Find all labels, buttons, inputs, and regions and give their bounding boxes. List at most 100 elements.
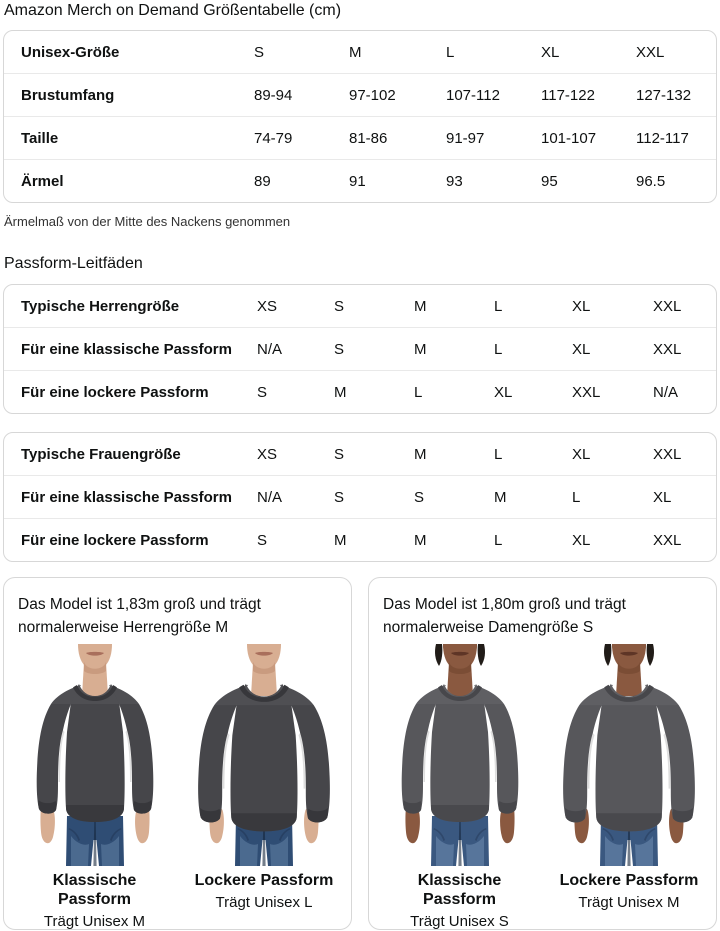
size-cell: 127-132 [636,73,716,116]
size-cell: 97-102 [349,73,446,116]
size-cell: 96.5 [636,159,716,202]
size-cell: M [334,370,414,413]
size-cell: XXL [653,518,716,561]
wears-label: Trägt Unisex L [215,894,313,911]
size-chart-page: Amazon Merch on Demand Größentabelle (cm… [3,1,717,930]
size-cell: S [334,297,345,315]
row-label: Typische Frauengröße [21,445,181,463]
sleeve-measure-note: Ärmelmaß von der Mitte des Nackens genom… [4,214,291,229]
size-cell: XXL [653,327,716,370]
row-label: Für eine lockere Passform [4,518,257,561]
size-cell: L [446,43,455,61]
model-card-female: Das Model ist 1,80m groß und trägt norma… [368,577,717,930]
row-label: Für eine lockere Passform [4,370,257,413]
figure-classic-fit: Klassische Passform Trägt Unisex M [18,644,171,931]
page-title: Amazon Merch on Demand Größentabelle (cm… [4,2,342,19]
table-row: Für eine lockere Passform S M L XL XXL N… [4,370,716,413]
size-cell: M [349,43,362,61]
size-cell: N/A [257,327,334,370]
fit-guides-heading: Passform-Leitfäden [4,255,143,272]
fit-label: Klassische Passform [417,872,502,908]
figure-loose-fit: Lockere Passform Trägt Unisex M [556,644,702,931]
size-cell: 93 [446,159,541,202]
size-cell: M [494,475,572,518]
size-cell: L [572,475,653,518]
row-label: Typische Herrengröße [21,297,180,315]
model-photo [556,644,702,866]
size-cell: 91 [349,159,446,202]
model-photo [22,644,168,866]
figures-row: Klassische Passform Trägt Unisex M Locke… [18,644,337,931]
size-cell: XXL [572,370,653,413]
size-cell: XS [257,445,278,463]
figure-classic-fit: Klassische Passform Trägt Unisex S [383,644,536,931]
row-label: Brustumfang [4,73,254,116]
size-cell: XL [572,327,653,370]
size-cell: S [257,518,334,561]
size-cell: 91-97 [446,116,541,159]
figure-loose-fit: Lockere Passform Trägt Unisex L [191,644,337,931]
size-cell: S [334,327,414,370]
table-row: Für eine klassische Passform N/A S M L X… [4,327,716,370]
size-cell: M [334,518,414,561]
size-cell: L [414,370,494,413]
size-cell: M [414,445,427,463]
table-row: Unisex-Größe S M L XL XXL [4,31,716,73]
size-cell: M [414,327,494,370]
table-row: Brustumfang 89-94 97-102 107-112 117-122… [4,73,716,116]
size-cell: XL [572,518,653,561]
figures-row: Klassische Passform Trägt Unisex S Locke… [383,644,702,931]
wears-label: Trägt Unisex S [410,913,509,930]
fit-label: Lockere Passform [559,872,699,889]
size-cell: 95 [541,159,636,202]
womens-fit-table-grid: Typische Frauengröße XS S M L XL XXL Für… [4,433,716,561]
size-cell: 101-107 [541,116,636,159]
size-cell: XL [494,370,572,413]
fit-label: Lockere Passform [194,872,334,889]
size-cell: S [414,475,494,518]
model-photo [387,644,533,866]
size-cell: M [414,518,494,561]
size-cell: S [254,43,265,61]
row-label: Taille [4,116,254,159]
size-cell: XL [541,43,560,61]
model-description: Das Model ist 1,83m groß und trägt norma… [18,596,261,636]
size-cell: XXL [653,297,682,315]
table-row: Für eine lockere Passform S M M L XL XXL [4,518,716,561]
model-card-male: Das Model ist 1,83m groß und trägt norma… [3,577,352,930]
size-cell: N/A [653,370,716,413]
size-cell: XL [572,297,591,315]
size-cell: S [334,475,414,518]
model-cards: Das Model ist 1,83m groß und trägt norma… [3,577,717,930]
row-label: Unisex-Größe [21,43,120,61]
size-cell: XXL [636,43,665,61]
wears-label: Trägt Unisex M [43,913,146,930]
table-row: Typische Frauengröße XS S M L XL XXL [4,433,716,475]
size-cell: 117-122 [541,73,636,116]
size-cell: N/A [257,475,334,518]
size-cell: L [494,297,503,315]
size-cell: 89-94 [254,73,349,116]
row-label: Für eine klassische Passform [4,327,257,370]
size-cell: XXL [653,445,682,463]
wears-label: Trägt Unisex M [578,894,680,911]
size-cell: L [494,327,572,370]
womens-fit-table: Typische Frauengröße XS S M L XL XXL Für… [3,432,717,562]
model-description: Das Model ist 1,80m groß und trägt norma… [383,596,626,636]
size-cell: 107-112 [446,73,541,116]
size-cell: XL [653,475,716,518]
size-cell: 89 [254,159,349,202]
size-cell: L [494,518,572,561]
unisex-size-table-grid: Unisex-Größe S M L XL XXL Brustumfang 89… [4,31,716,202]
size-cell: 74-79 [254,116,349,159]
mens-fit-table: Typische Herrengröße XS S M L XL XXL Für… [3,284,717,414]
model-photo [191,644,337,866]
size-cell: S [334,445,345,463]
fit-label: Klassische Passform [52,872,137,908]
table-row: Ärmel 89 91 93 95 96.5 [4,159,716,202]
unisex-size-table: Unisex-Größe S M L XL XXL Brustumfang 89… [3,30,717,203]
size-cell: L [494,445,503,463]
table-row: Typische Herrengröße XS S M L XL XXL [4,285,716,327]
size-cell: XS [257,297,278,315]
size-cell: S [257,370,334,413]
